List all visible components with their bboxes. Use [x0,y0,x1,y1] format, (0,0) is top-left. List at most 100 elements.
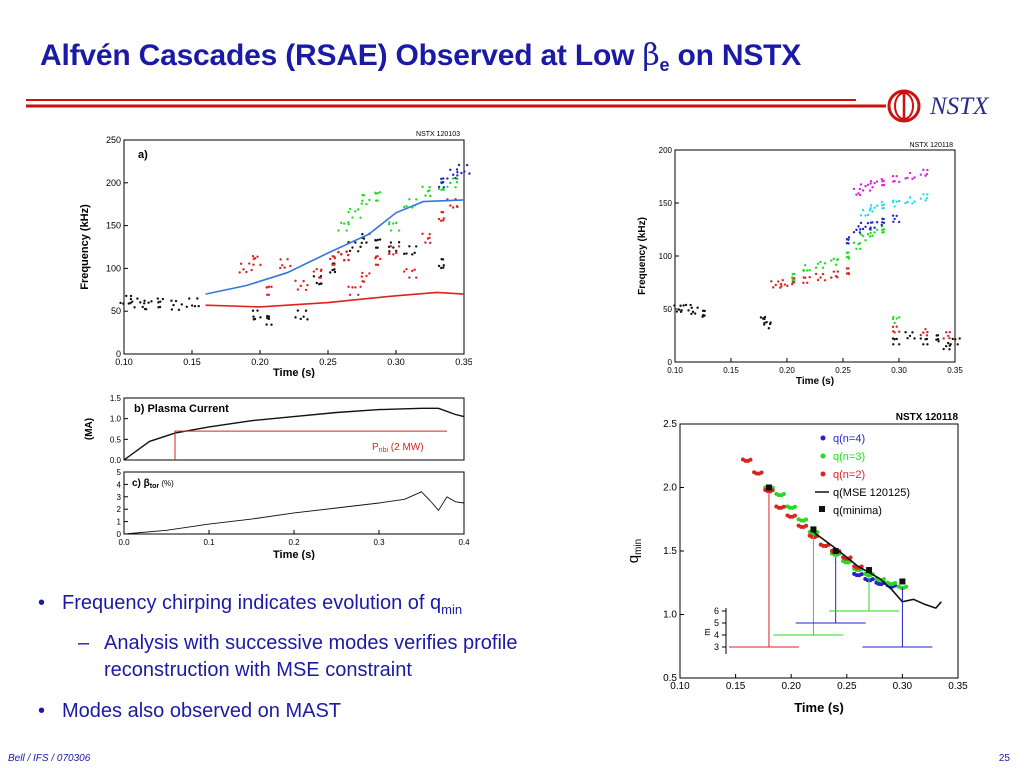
spectrogram-point [259,263,262,267]
spectrogram-point [803,276,807,279]
m-tick-label: 5 [714,618,719,628]
spectrogram-point [873,231,876,234]
spectrogram-point [947,341,950,345]
spectrogram-point [919,173,923,176]
spectrogram-point [428,241,432,245]
spectrogram-point [421,185,424,189]
spectrogram-point [451,206,455,209]
spectrogram-point [136,297,139,300]
spectrogram-point [861,227,865,231]
spectrogram-point [847,272,851,276]
page-number: 25 [998,753,1010,764]
spectrogram-point [428,189,431,192]
spectrogram-point [691,310,695,314]
spectrogram-point [869,226,872,229]
spectrogram-point [906,176,909,180]
spectrogram-point [331,268,334,272]
spectrogram-point [942,337,945,340]
spectrogram-point [359,245,362,249]
spectrogram-point [911,202,914,205]
spectrogram-point [147,301,150,304]
spectrogram-point [397,229,401,232]
spectrogram-point [875,221,879,224]
spectrogram-point [421,232,424,236]
spectrogram-point [882,231,885,234]
spectrogram-point [411,253,414,256]
spectrogram-point [802,269,805,272]
spectrogram-point [267,293,271,296]
y-tick-label: 1.5 [663,546,677,557]
legend-label: q(n=3) [833,451,865,463]
y-tick-label: 0.5 [110,435,122,444]
nstx-logo-text: NSTX [930,93,989,120]
x-tick-label: 0.0 [118,538,130,547]
spectrogram-point [193,305,197,308]
spectrogram-point [696,306,699,309]
spectrogram-point [845,251,849,254]
trace-line [205,291,465,308]
spectrogram-point [859,233,863,236]
y-tick-label: 1.0 [663,610,677,621]
spectrogram-point [869,204,873,207]
spectrogram-point [415,276,418,279]
spectrogram-point [354,286,357,289]
spectrogram-point [861,234,865,238]
spectrogram-point [131,300,134,303]
legend-swatch [819,506,825,512]
spectrogram-point [855,247,858,251]
spectrogram-point [806,281,809,285]
spectrogram-point [814,272,818,276]
spectrogram-point [270,285,273,289]
panel-label: a) [138,149,148,161]
spectrogram-point [442,217,445,220]
spectrogram-point [852,241,856,245]
spectrogram-point [944,344,948,348]
legend-swatch [820,471,826,477]
spectrogram-point [847,267,850,270]
spectrogram-point [455,205,459,208]
spectrogram-point [265,323,268,326]
bullet-item: • Frequency chirping indicates evolution … [38,592,463,617]
spectrogram-point [392,253,395,256]
sub-bullet-item: – Analysis with successive modes verifies… [78,632,518,681]
spectrogram-point [304,309,308,312]
spectrogram-point [250,268,253,272]
spectrogram-point [880,177,884,181]
x-tick-label: 0.20 [251,357,269,367]
spectrogram-point [139,301,142,304]
spectrogram-point [266,286,269,289]
spectrogram-point [895,317,898,320]
spectrogram-point [904,201,907,205]
spectrogram-point [937,340,940,343]
spectrogram-point [446,177,449,180]
spectrogram-point [174,299,178,303]
spectrogram-point [864,214,867,217]
spectrogram-point [413,251,416,255]
spectrogram-point [892,220,895,223]
legend-swatch [820,453,826,459]
spectrogram-point [388,252,391,255]
spectrogram-point [437,217,441,221]
spectrogram-point [440,177,443,181]
qmin-marker [810,526,817,533]
spectrogram-point [869,182,872,185]
spectrogram-point [881,183,884,187]
spectrogram-point [454,176,457,180]
spectrogram-point [360,202,364,205]
spectrogram-point [830,276,833,279]
spectrogram-point [361,199,364,202]
x-tick-label: 0.10 [670,681,690,692]
y-tick-label: 5 [117,468,122,477]
spectrogram-point [892,315,895,319]
x-tick-label: 0.30 [891,366,907,375]
spectrogram-point [855,228,858,232]
spectrogram-point [869,221,873,224]
spectrogram-point [177,308,181,311]
spectrogram-point [777,280,780,283]
spectrogram-point [895,175,898,178]
spectrogram-point [315,281,318,285]
spectrogram-point [690,312,693,316]
spectrogram-point [239,262,243,265]
spectrogram-point [936,338,940,341]
spectrogram-point [360,275,364,278]
